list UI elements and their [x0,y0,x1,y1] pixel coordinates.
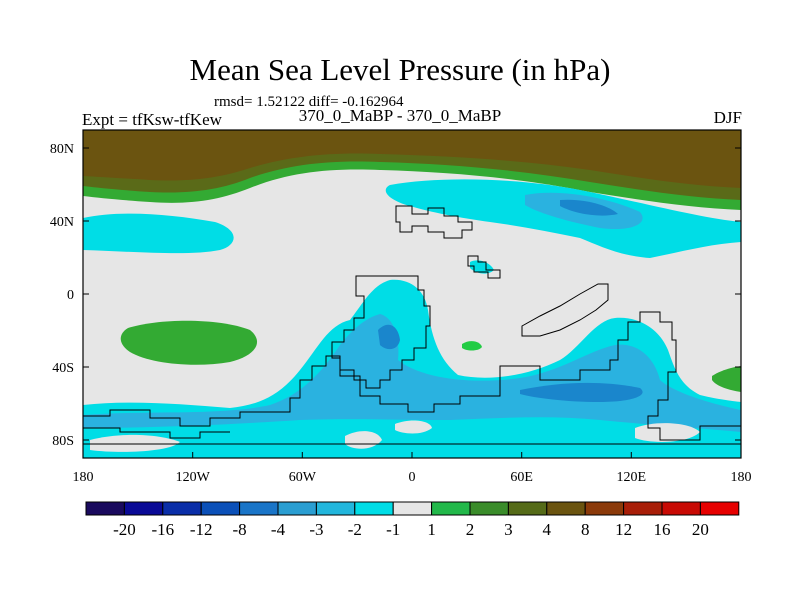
colorbar-box-15 [661,501,701,516]
colorbar-label-7: -1 [386,520,400,539]
colorbar-box-16 [699,501,740,516]
coastline-east-continent [521,283,609,337]
colorbar-box-2 [162,501,202,516]
north-eurasian-low-core [560,199,618,216]
colorbar-box-11 [507,501,548,516]
x-tick-label-0: 0 [409,470,416,485]
north-pacific-low [83,213,234,254]
stats-label: rmsd= 1.52122 diff= -0.162964 [214,94,404,110]
coastlines [83,205,741,445]
colorbar-box-12 [546,501,586,516]
colorbar-box-6 [315,501,356,516]
y-axis-ticks [83,147,741,441]
north-brown-band [83,130,741,188]
coastline-southwest-continent [83,409,272,427]
figure-title: Mean Sea Level Pressure (in hPa) [189,52,611,87]
x-tick-label-120w: 120W [176,470,211,485]
colorbar-label-4: -4 [271,520,286,539]
colorbar-box-9 [431,501,471,516]
coastline-north-continent [395,205,473,239]
colorbar-label-2: -12 [190,520,213,539]
x-tick-label-120e: 120E [617,470,647,485]
neutral-patch-1 [90,434,180,452]
colorbar-label-3: -8 [233,520,247,539]
colorbar-label-1: -16 [151,520,174,539]
experiment-label: Expt = tfKsw-tfKew [82,110,222,129]
season-label: DJF [713,108,742,127]
colorbar-label-13: 12 [615,520,632,539]
y-tick-label-40s: 40S [52,361,74,376]
colorbar-label-8: 1 [427,520,436,539]
southern-ocean-low-mid [83,314,741,432]
y-tick-label-80n: 80N [50,142,74,157]
x-tick-label-180w: 180 [73,470,94,485]
colorbar-label-12: 8 [581,520,590,539]
colorbar-box-1 [123,501,164,516]
colorbar-box-0 [85,501,125,516]
coastline-southwest-inner [83,427,230,439]
x-tick-label-180e: 180 [731,470,752,485]
x-axis-ticks [82,452,742,458]
colorbar-label-11: 4 [543,520,552,539]
coastline-mid-continent [331,275,431,389]
colorbar-label-14: 16 [654,520,671,539]
colorbar-label-15: 20 [692,520,709,539]
colorbar-box-7 [354,501,394,516]
colorbar-label-9: 2 [466,520,475,539]
period-label: 370_0_MaBP - 370_0_MaBP [298,106,502,125]
colorbar-box-8 [392,501,433,516]
colorbar-box-10 [469,501,509,516]
y-tick-label-0: 0 [67,288,74,303]
colorbar-box-5 [277,501,317,516]
colorbar [85,501,740,516]
colorbar-box-14 [623,501,663,516]
south-pacific-high [120,320,258,365]
map-field [83,130,741,458]
atlantic-low-core [378,324,400,350]
south-indian-high [712,366,741,392]
neutral-patch-3 [395,420,432,434]
colorbar-label-10: 3 [504,520,513,539]
colorbar-label-0: -20 [113,520,136,539]
y-tick-label-40n: 40N [50,215,74,230]
colorbar-box-13 [584,501,625,516]
x-tick-label-60w: 60W [289,470,317,485]
colorbar-label-6: -2 [348,520,362,539]
coastline-south-continent [272,311,741,441]
colorbar-box-3 [200,501,241,516]
y-tick-label-80s: 80S [52,434,74,449]
coastline-small-island [467,255,501,279]
x-tick-label-60e: 60E [510,470,533,485]
colorbar-label-5: -3 [309,520,323,539]
southern-ocean-low-core [520,382,643,402]
atlantic-small-high [462,341,482,351]
colorbar-box-4 [239,501,279,516]
